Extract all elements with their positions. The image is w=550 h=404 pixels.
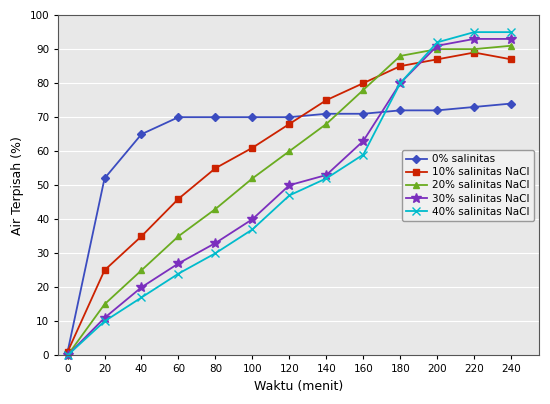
30% salinitas NaCl	[434, 43, 441, 48]
0% salinitas	[101, 176, 108, 181]
Y-axis label: Air Terpisah (%): Air Terpisah (%)	[11, 136, 24, 235]
40% salinitas NaCl	[138, 295, 145, 300]
10% salinitas NaCl	[323, 98, 329, 103]
0% salinitas	[175, 115, 182, 120]
20% salinitas NaCl	[138, 268, 145, 273]
0% salinitas	[286, 115, 293, 120]
10% salinitas NaCl	[508, 57, 514, 62]
40% salinitas NaCl	[175, 271, 182, 276]
20% salinitas NaCl	[175, 234, 182, 239]
40% salinitas NaCl	[360, 152, 367, 157]
10% salinitas NaCl	[249, 145, 256, 150]
20% salinitas NaCl	[64, 353, 71, 358]
X-axis label: Waktu (menit): Waktu (menit)	[254, 380, 343, 393]
20% salinitas NaCl	[360, 88, 367, 93]
0% salinitas	[323, 112, 329, 116]
30% salinitas NaCl	[138, 285, 145, 290]
0% salinitas	[212, 115, 219, 120]
20% salinitas NaCl	[508, 43, 514, 48]
10% salinitas NaCl	[212, 166, 219, 170]
10% salinitas NaCl	[101, 268, 108, 273]
Line: 20% salinitas NaCl: 20% salinitas NaCl	[64, 42, 515, 359]
20% salinitas NaCl	[249, 176, 256, 181]
40% salinitas NaCl	[508, 30, 514, 35]
0% salinitas	[471, 105, 477, 109]
0% salinitas	[360, 112, 367, 116]
Legend: 0% salinitas, 10% salinitas NaCl, 20% salinitas NaCl, 30% salinitas NaCl, 40% sa: 0% salinitas, 10% salinitas NaCl, 20% sa…	[402, 150, 534, 221]
30% salinitas NaCl	[101, 316, 108, 320]
40% salinitas NaCl	[249, 227, 256, 232]
10% salinitas NaCl	[286, 122, 293, 126]
30% salinitas NaCl	[323, 173, 329, 177]
30% salinitas NaCl	[471, 36, 477, 41]
Line: 40% salinitas NaCl: 40% salinitas NaCl	[63, 28, 515, 360]
10% salinitas NaCl	[434, 57, 441, 62]
20% salinitas NaCl	[101, 302, 108, 307]
0% salinitas	[434, 108, 441, 113]
40% salinitas NaCl	[101, 319, 108, 324]
30% salinitas NaCl	[64, 353, 71, 358]
30% salinitas NaCl	[212, 241, 219, 246]
10% salinitas NaCl	[64, 349, 71, 354]
0% salinitas	[138, 132, 145, 137]
Line: 0% salinitas: 0% salinitas	[65, 101, 514, 355]
10% salinitas NaCl	[471, 50, 477, 55]
30% salinitas NaCl	[360, 139, 367, 143]
30% salinitas NaCl	[286, 183, 293, 187]
40% salinitas NaCl	[64, 353, 71, 358]
40% salinitas NaCl	[434, 40, 441, 45]
30% salinitas NaCl	[508, 36, 514, 41]
30% salinitas NaCl	[249, 217, 256, 222]
20% salinitas NaCl	[434, 47, 441, 52]
30% salinitas NaCl	[175, 261, 182, 266]
40% salinitas NaCl	[323, 176, 329, 181]
10% salinitas NaCl	[397, 64, 404, 69]
40% salinitas NaCl	[286, 193, 293, 198]
0% salinitas	[249, 115, 256, 120]
40% salinitas NaCl	[471, 30, 477, 35]
20% salinitas NaCl	[397, 53, 404, 58]
20% salinitas NaCl	[323, 122, 329, 126]
20% salinitas NaCl	[286, 149, 293, 154]
10% salinitas NaCl	[360, 81, 367, 86]
40% salinitas NaCl	[397, 81, 404, 86]
40% salinitas NaCl	[212, 251, 219, 256]
10% salinitas NaCl	[138, 234, 145, 239]
30% salinitas NaCl	[397, 81, 404, 86]
Line: 30% salinitas NaCl: 30% salinitas NaCl	[63, 34, 516, 360]
Line: 10% salinitas NaCl: 10% salinitas NaCl	[64, 49, 515, 356]
10% salinitas NaCl	[175, 196, 182, 201]
0% salinitas	[64, 349, 71, 354]
20% salinitas NaCl	[212, 206, 219, 211]
20% salinitas NaCl	[471, 47, 477, 52]
0% salinitas	[508, 101, 514, 106]
0% salinitas	[397, 108, 404, 113]
